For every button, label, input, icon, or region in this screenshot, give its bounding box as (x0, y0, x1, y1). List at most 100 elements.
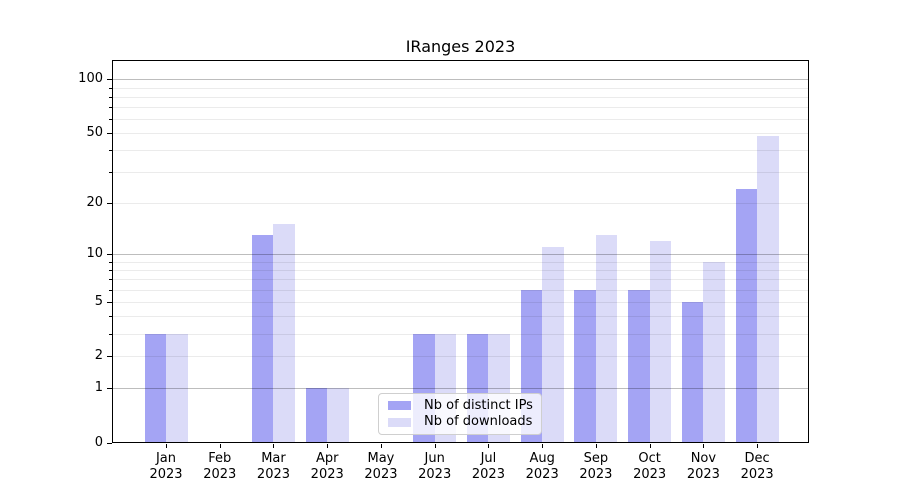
xtick-year-nov: 2023 (686, 467, 720, 482)
bar-downloads-oct (649, 240, 672, 443)
gridline-minor-2 (112, 356, 809, 358)
ytick-minor-mark-20 (109, 203, 112, 205)
xtick-mark-aug (542, 444, 544, 448)
gridline-minor-3 (112, 333, 809, 335)
gridline-minor-70 (112, 107, 809, 109)
bar-downloads-mar (273, 224, 295, 443)
xtick-mark-may (380, 444, 382, 448)
legend-label-distinct-ips: Nb of distinct IPs (424, 397, 533, 413)
gridline-minor-60 (112, 119, 809, 121)
ytick-minor-mark-5 (109, 301, 112, 303)
ytick-minor-mark-90 (109, 87, 112, 89)
legend-item-distinct-ips: Nb of distinct IPs (388, 397, 533, 414)
xtick-year-jun: 2023 (418, 467, 452, 482)
ytick-label-20: 20 (86, 195, 103, 211)
xtick-mark-jun (434, 444, 436, 448)
bar-downloads-nov (703, 261, 725, 443)
xtick-label-mar: Mar 2023 (241, 451, 305, 483)
xtick-year-may: 2023 (364, 467, 398, 482)
ytick-minor-mark-4 (109, 316, 112, 318)
xtick-month-oct: Oct (638, 451, 661, 466)
xtick-mark-nov (703, 444, 705, 448)
legend-label-downloads: Nb of downloads (424, 414, 533, 430)
gridline-minor-6 (112, 289, 809, 291)
gridline-minor-80 (112, 96, 809, 98)
xtick-label-nov: Nov 2023 (671, 451, 735, 483)
xtick-year-jul: 2023 (471, 467, 505, 482)
ytick-minor-mark-6 (109, 289, 112, 291)
ytick-minor-mark-40 (109, 150, 112, 152)
gridline-100 (112, 79, 809, 81)
ytick-minor-mark-8 (109, 269, 112, 271)
xtick-mark-sep (595, 444, 597, 448)
xtick-year-dec: 2023 (740, 467, 774, 482)
bar-downloads-apr (327, 388, 349, 443)
bar-ips-nov (681, 301, 704, 443)
gridline-minor-9 (112, 261, 809, 263)
xtick-month-dec: Dec (744, 451, 770, 466)
bar-downloads-aug (542, 247, 564, 443)
bar-ips-dec (735, 189, 758, 443)
chart-title: IRanges 2023 (405, 37, 516, 56)
xtick-year-aug: 2023 (525, 467, 559, 482)
xtick-year-sep: 2023 (579, 467, 613, 482)
ytick-label-1: 1 (94, 380, 103, 396)
xtick-label-apr: Apr 2023 (295, 451, 359, 483)
xtick-year-jan: 2023 (149, 467, 183, 482)
xtick-label-dec: Dec 2023 (725, 451, 789, 483)
xtick-label-jul: Jul 2023 (456, 451, 520, 483)
bar-ips-sep (574, 289, 596, 443)
xtick-label-jan: Jan 2023 (134, 451, 198, 483)
bar-downloads-sep (595, 235, 618, 443)
xtick-mark-mar (273, 444, 275, 448)
xtick-month-aug: Aug (529, 451, 555, 466)
xtick-label-sep: Sep 2023 (564, 451, 628, 483)
bar-downloads-dec (757, 136, 779, 443)
bar-ips-apr (305, 388, 328, 443)
xtick-year-apr: 2023 (310, 467, 344, 482)
gridline-minor-4 (112, 316, 809, 318)
ytick-mark-10 (107, 254, 112, 256)
gridline-minor-7 (112, 279, 809, 281)
ytick-minor-mark-30 (109, 172, 112, 174)
xtick-label-aug: Aug 2023 (510, 451, 574, 483)
xtick-mark-feb (219, 444, 221, 448)
legend-item-downloads: Nb of downloads (388, 414, 532, 430)
ytick-minor-mark-70 (109, 107, 112, 109)
xtick-mark-dec (757, 444, 759, 448)
xtick-mark-oct (649, 444, 651, 448)
xtick-month-apr: Apr (315, 451, 339, 466)
ytick-minor-mark-2 (109, 356, 112, 358)
gridline-1 (112, 388, 809, 390)
gridline-minor-20 (112, 203, 809, 205)
bar-ips-jan (144, 333, 166, 443)
gridline-minor-40 (112, 150, 809, 152)
ytick-minor-mark-7 (109, 279, 112, 281)
ytick-label-2: 2 (94, 348, 103, 364)
ytick-label-0: 0 (94, 435, 103, 450)
gridline-minor-8 (112, 269, 809, 271)
xtick-month-may: May (367, 451, 395, 466)
ytick-mark-1 (107, 388, 112, 390)
ytick-minor-mark-3 (109, 333, 112, 335)
xtick-year-feb: 2023 (203, 467, 237, 482)
gridline-minor-50 (112, 133, 809, 135)
gridline-10 (112, 254, 809, 256)
gridline-minor-90 (112, 87, 809, 89)
xtick-label-feb: Feb 2023 (188, 451, 252, 483)
xtick-mark-jul (488, 444, 490, 448)
bar-downloads-jan (166, 333, 188, 443)
xtick-year-mar: 2023 (256, 467, 291, 482)
xtick-mark-jan (166, 444, 167, 448)
xtick-month-feb: Feb (208, 451, 232, 466)
ytick-mark-0 (107, 443, 112, 444)
gridline-minor-5 (112, 301, 809, 303)
grid-layer (112, 60, 809, 443)
ytick-label-10: 10 (86, 246, 103, 262)
ytick-label-5: 5 (94, 293, 103, 309)
xtick-label-oct: Oct 2023 (618, 451, 682, 483)
xtick-month-jun: Jun (424, 451, 445, 466)
ytick-minor-mark-60 (109, 119, 112, 121)
